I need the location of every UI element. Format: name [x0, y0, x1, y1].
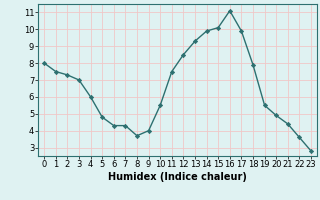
X-axis label: Humidex (Indice chaleur): Humidex (Indice chaleur): [108, 172, 247, 182]
